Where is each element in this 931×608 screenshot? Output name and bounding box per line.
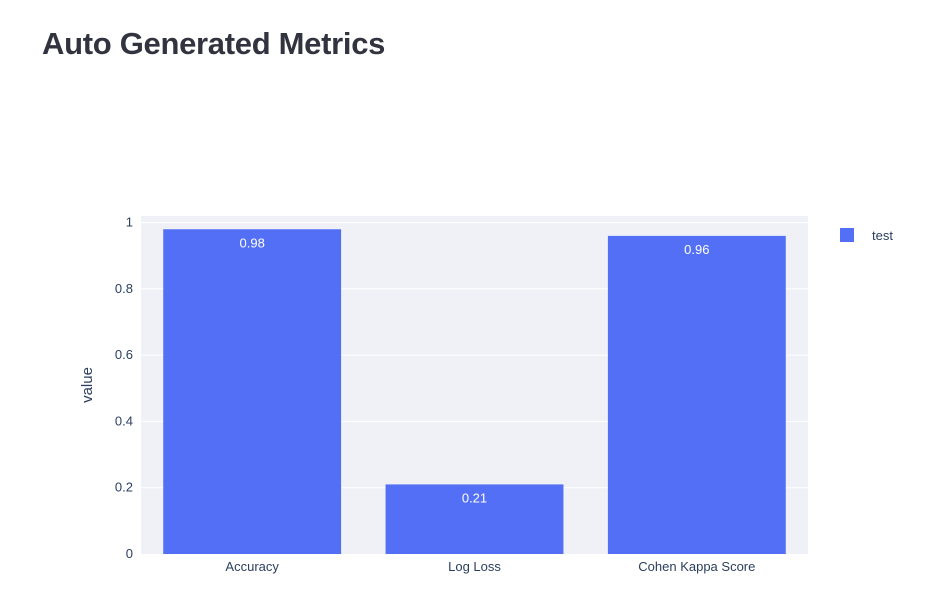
data-labels: 0.98 0.21 0.96 bbox=[240, 235, 710, 505]
x-tick-label: Accuracy bbox=[225, 559, 279, 574]
legend[interactable]: test bbox=[840, 228, 893, 243]
bars bbox=[163, 229, 786, 555]
legend-swatch-test bbox=[840, 228, 854, 242]
y-axis-label: value bbox=[79, 367, 96, 403]
x-tick-label: Log Loss bbox=[448, 559, 501, 574]
y-tick-label: 0 bbox=[126, 546, 133, 561]
y-tick-label: 0.4 bbox=[115, 413, 133, 428]
x-tick-label: Cohen Kappa Score bbox=[638, 559, 755, 574]
data-label: 0.21 bbox=[462, 490, 487, 505]
bar[interactable] bbox=[607, 235, 786, 554]
x-axis-ticks: Accuracy Log Loss Cohen Kappa Score bbox=[225, 559, 755, 574]
bar[interactable] bbox=[163, 229, 342, 555]
y-tick-label: 0.2 bbox=[115, 480, 133, 495]
y-tick-label: 0.8 bbox=[115, 281, 133, 296]
y-axis-ticks: 0 0.2 0.4 0.6 0.8 1 bbox=[115, 215, 133, 561]
data-label: 0.98 bbox=[240, 235, 265, 250]
legend-label-test: test bbox=[872, 228, 893, 243]
y-tick-label: 0.6 bbox=[115, 347, 133, 362]
bar[interactable] bbox=[385, 484, 564, 554]
y-tick-label: 1 bbox=[126, 215, 133, 230]
page-title: Auto Generated Metrics bbox=[42, 26, 386, 61]
data-label: 0.96 bbox=[684, 242, 709, 257]
